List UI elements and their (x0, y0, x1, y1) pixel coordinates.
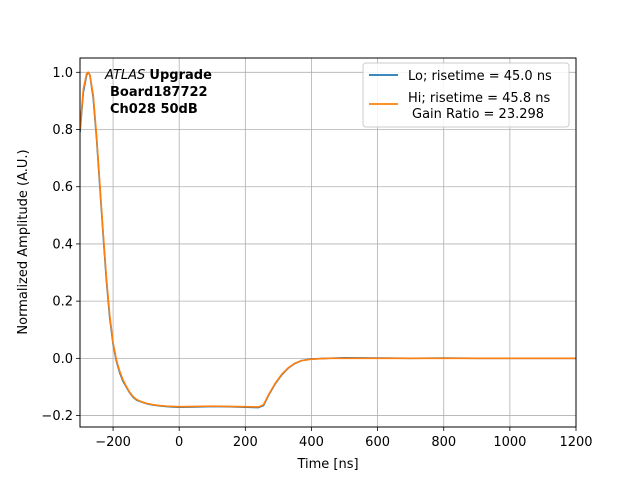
y-tick-label: 0.4 (52, 237, 73, 252)
x-tick-label: 1000 (493, 435, 526, 450)
x-tick-label: 600 (365, 435, 390, 450)
x-tick-label: 1200 (559, 435, 592, 450)
annotation-atlas: ATLAS (104, 68, 145, 83)
annotation: ATLAS Upgrade Board187722 Ch028 50dB (104, 68, 212, 117)
x-axis-label: Time [ns] (296, 457, 358, 472)
x-tick-label: 0 (175, 435, 183, 450)
x-tick-label: 400 (299, 435, 324, 450)
annotation-upgrade: Upgrade (149, 68, 212, 83)
legend-label-hi-gain: Gain Ratio = 23.298 (412, 107, 544, 122)
y-tick-label: 0.6 (52, 180, 73, 195)
annotation-board: Board187722 (110, 85, 208, 100)
ticks: −200 0 200 400 600 800 1000 1200 −0.2 0.0 0.2 0.4 0.… (41, 66, 592, 450)
x-tick-label: 800 (431, 435, 456, 450)
legend-label-lo: Lo; risetime = 45.0 ns (408, 69, 552, 84)
annotation-channel: Ch028 50dB (110, 102, 198, 117)
y-tick-label: −0.2 (41, 409, 73, 424)
y-axis-label: Normalized Amplitude (A.U.) (16, 149, 31, 334)
series-line-hi (80, 71, 576, 408)
legend-box (362, 62, 570, 128)
series-layer (80, 71, 576, 409)
x-tick-label: 200 (233, 435, 258, 450)
y-tick-label: 1.0 (52, 66, 73, 81)
annotation-line1: ATLAS Upgrade (104, 68, 212, 83)
legend-label-hi: Hi; risetime = 45.8 ns (408, 91, 550, 106)
plot-frame (79, 57, 577, 428)
y-tick-label: 0.0 (52, 352, 73, 367)
y-tick-label: 0.2 (52, 295, 73, 310)
x-tick-label: −200 (95, 435, 131, 450)
legend: Lo; risetime = 45.0 ns Hi; risetime = 45… (362, 62, 570, 128)
y-tick-label: 0.8 (52, 123, 73, 138)
